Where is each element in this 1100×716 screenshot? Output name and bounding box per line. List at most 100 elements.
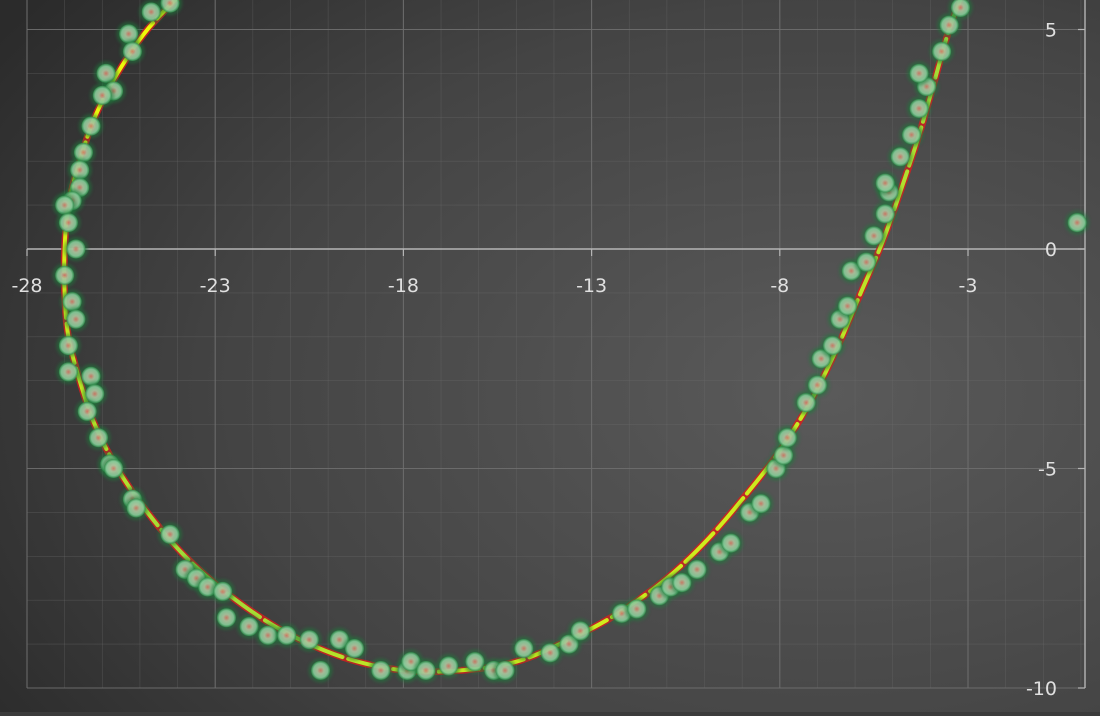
data-point-marker <box>213 581 233 601</box>
data-point <box>101 456 126 481</box>
data-point-marker <box>104 459 124 478</box>
data-point-marker <box>58 213 78 233</box>
data-point <box>158 522 183 547</box>
data-point <box>139 0 164 24</box>
data-point-marker <box>495 660 515 680</box>
data-point <box>861 223 886 248</box>
data-point <box>899 122 924 147</box>
data-point <box>820 333 845 358</box>
data-point-marker <box>55 195 75 215</box>
data-point-marker <box>514 638 534 658</box>
data-point-marker <box>838 296 858 316</box>
data-point-marker <box>416 660 436 680</box>
data-point-marker <box>807 375 827 395</box>
data-point <box>368 658 393 683</box>
data-point-marker <box>822 336 842 356</box>
data-point-marker <box>126 498 146 518</box>
data-point-marker <box>777 428 797 448</box>
data-point <box>873 171 898 196</box>
data-point <box>297 627 322 652</box>
data-point-marker <box>371 660 391 680</box>
data-point-marker <box>81 116 101 136</box>
data-point <box>255 623 280 648</box>
axes <box>26 0 1086 689</box>
data-point-marker <box>66 239 86 259</box>
data-point <box>854 250 879 275</box>
data-point <box>907 61 932 86</box>
data-point-marker <box>890 147 910 167</box>
data-point-marker <box>258 625 278 645</box>
data-point <box>929 39 954 64</box>
data-point <box>56 359 81 384</box>
data-point <box>63 307 88 332</box>
data-point-marker <box>85 384 105 404</box>
data-point-marker <box>856 252 876 272</box>
x-tick-label: -18 <box>388 275 419 297</box>
data-point <box>56 333 81 358</box>
data-point-marker <box>774 445 794 465</box>
data-point <box>835 294 860 319</box>
data-point <box>748 491 773 516</box>
data-point <box>124 496 149 521</box>
data-point-marker <box>909 99 929 119</box>
data-point <box>436 654 461 679</box>
data-point-marker <box>311 660 331 680</box>
data-point <box>56 210 81 235</box>
data-point-marker <box>66 309 86 329</box>
y-tick-label: -5 <box>1038 459 1057 481</box>
data-point-marker <box>570 621 590 641</box>
data-point <box>120 39 145 64</box>
data-point-marker <box>751 494 771 514</box>
data-point-marker <box>160 524 180 544</box>
data-point-marker <box>62 292 82 312</box>
data-point <box>1065 210 1090 235</box>
data-point <box>67 157 92 182</box>
data-point-marker <box>875 173 895 193</box>
data-point-marker <box>55 265 75 285</box>
data-point-marker <box>939 15 959 35</box>
data-point <box>718 531 743 556</box>
data-point-marker <box>672 573 692 593</box>
data-point-marker <box>864 226 884 246</box>
data-point <box>888 144 913 169</box>
x-tick-label: -3 <box>959 275 978 297</box>
x-tick-label: -13 <box>576 275 607 297</box>
data-point <box>86 425 111 450</box>
data-point-marker <box>950 0 970 18</box>
data-point <box>75 399 100 424</box>
data-point-marker <box>277 625 297 645</box>
data-point <box>624 596 649 621</box>
data-point <box>342 636 367 661</box>
data-point <box>907 96 932 121</box>
data-point-marker <box>160 0 180 13</box>
data-point-marker <box>344 638 364 658</box>
data-point <box>873 201 898 226</box>
data-point <box>237 614 262 639</box>
data-point <box>78 114 103 139</box>
x-tick-label: -8 <box>770 275 789 297</box>
data-point-marker <box>122 41 142 61</box>
data-point <box>158 0 183 16</box>
y-tick-label: 5 <box>1045 20 1057 42</box>
data-point <box>493 658 518 683</box>
data-point <box>684 557 709 582</box>
data-point-marker <box>216 608 236 628</box>
data-point-marker <box>81 366 101 386</box>
data-point <box>308 658 333 683</box>
data-point-marker <box>96 63 116 83</box>
data-point-marker <box>58 336 78 356</box>
y-tick-label: -10 <box>1026 678 1057 700</box>
data-point-marker <box>119 24 139 44</box>
data-point-marker <box>902 125 922 145</box>
data-point <box>937 13 962 38</box>
data-point-marker <box>141 2 161 22</box>
data-point <box>462 649 487 674</box>
data-point <box>948 0 973 20</box>
data-point-marker <box>627 599 647 619</box>
data-point <box>63 237 88 261</box>
data-point <box>511 636 536 661</box>
data-point <box>214 605 239 630</box>
data-point <box>775 425 800 450</box>
